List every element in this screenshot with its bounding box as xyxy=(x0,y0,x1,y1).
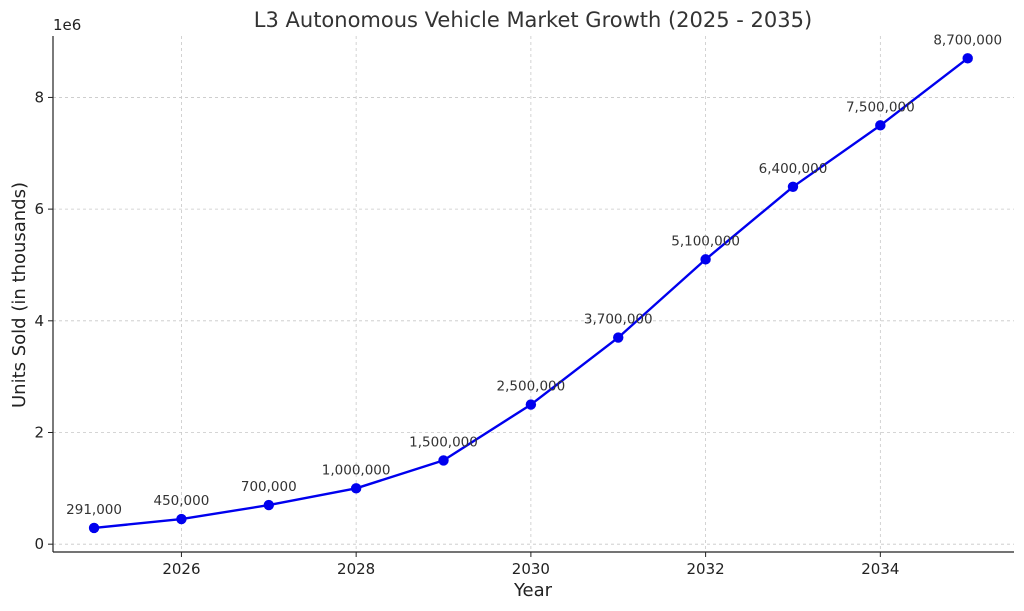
chart-title: L3 Autonomous Vehicle Market Growth (202… xyxy=(254,8,812,32)
data-label: 7,500,000 xyxy=(846,99,915,115)
data-point xyxy=(875,120,886,131)
data-label: 1,000,000 xyxy=(322,462,391,478)
data-label: 2,500,000 xyxy=(497,379,566,395)
x-tick-label: 2034 xyxy=(861,560,899,578)
data-label: 450,000 xyxy=(154,493,210,509)
y-tick-label: 0 xyxy=(34,535,44,553)
data-point xyxy=(263,499,274,511)
y-axis-offset-label: 1e6 xyxy=(53,16,81,34)
data-label: 8,700,000 xyxy=(933,32,1002,48)
grid-lines xyxy=(53,36,1014,552)
data-label: 291,000 xyxy=(66,502,122,518)
x-tick-label: 2028 xyxy=(337,560,375,578)
data-point xyxy=(438,455,449,466)
tick-labels: 2026 2028 2030 2032 2034 0 2 4 6 8 xyxy=(34,88,899,578)
data-labels: 291,000 450,000 700,000 1,000,000 1,500,000 2… xyxy=(66,32,1002,518)
data-label: 700,000 xyxy=(241,479,297,495)
y-tick-label: 6 xyxy=(34,200,44,218)
data-label: 1,500,000 xyxy=(409,434,478,450)
series-group xyxy=(88,53,973,534)
x-tick-label: 2026 xyxy=(162,560,200,578)
data-point xyxy=(88,522,100,534)
y-axis-label: Units Sold (in thousands) xyxy=(9,182,30,408)
axes xyxy=(48,36,1014,557)
data-point xyxy=(613,332,624,343)
data-point xyxy=(962,53,973,64)
y-tick-label: 2 xyxy=(34,423,44,441)
y-tick-label: 4 xyxy=(34,312,44,330)
data-label: 6,400,000 xyxy=(759,161,828,177)
y-tick-label: 8 xyxy=(34,88,44,106)
data-point xyxy=(700,254,711,265)
data-point xyxy=(350,483,362,494)
data-point xyxy=(176,513,187,525)
data-point xyxy=(787,181,799,192)
data-label: 5,100,000 xyxy=(671,233,740,249)
data-point xyxy=(525,399,537,410)
data-label: 3,700,000 xyxy=(584,312,653,328)
x-axis-label: Year xyxy=(513,580,553,601)
x-tick-label: 2030 xyxy=(512,560,550,578)
x-tick-label: 2032 xyxy=(687,560,725,578)
